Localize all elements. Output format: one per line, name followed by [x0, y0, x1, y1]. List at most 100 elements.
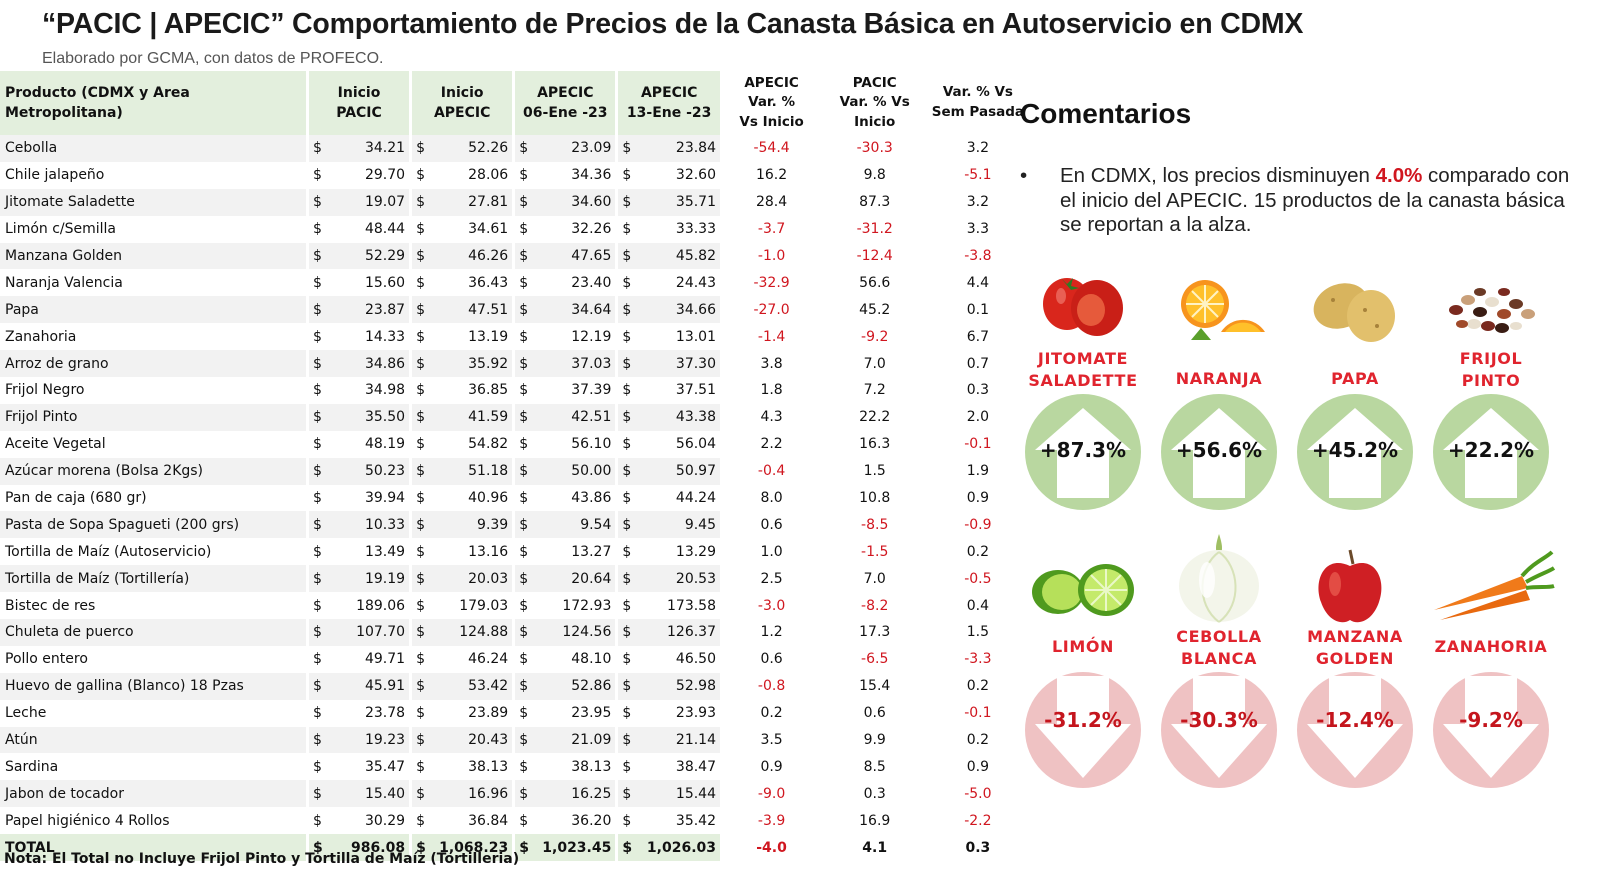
cell-value: 50.97	[675, 463, 716, 480]
percent-change: -9.2%	[1459, 708, 1523, 732]
table-row: Frijol Negro $34.98 $36.85 $37.39 $37.51 1.8 7…	[0, 377, 1030, 404]
currency-symbol: $	[519, 597, 529, 614]
product-card-label: PAPA	[1285, 368, 1425, 390]
currency-symbol: $	[519, 839, 529, 856]
arrow-down-icon	[1307, 676, 1403, 778]
currency-symbol: $	[416, 570, 425, 587]
currency-symbol: $	[622, 355, 632, 372]
cell-var-sem: 3.2	[926, 188, 1030, 216]
currency-symbol: $	[416, 248, 425, 264]
currency-symbol: $	[519, 651, 529, 668]
arrow-up-icon	[1035, 408, 1131, 498]
cell-inicio-apecic: $36.43	[409, 269, 514, 297]
currency-symbol: $	[519, 570, 529, 587]
label-line: NARANJA	[1175, 369, 1263, 388]
cell-value: 49.71	[364, 651, 406, 668]
cell-value: 37.30	[675, 355, 716, 372]
header-apecic-06: APECIC 06-Ene -23	[512, 71, 617, 135]
currency-symbol: $	[416, 194, 425, 211]
cell-var-pacic: 16.9	[823, 807, 927, 835]
cell-var-pacic: 9.9	[823, 726, 927, 754]
cell-value: 36.20	[571, 812, 612, 829]
arrow-up-icon	[1307, 408, 1403, 498]
currency-symbol: $	[622, 732, 632, 749]
cell-value: 39.94	[364, 490, 406, 507]
table-row: Arroz de grano $34.86 $35.92 $37.03 $37.30 3.…	[0, 350, 1030, 378]
cell-var-sem: 0.9	[926, 753, 1030, 781]
table-row: Pan de caja (680 gr) $39.94 $40.96 $43.86 $4…	[0, 484, 1030, 512]
cell-inicio-apecic: $1,068.23	[409, 834, 514, 862]
currency-symbol: $	[312, 839, 323, 856]
currency-symbol: $	[519, 463, 529, 480]
label-line: ZANAHORIA	[1434, 637, 1548, 656]
cell-apecic-13: $173.58	[615, 592, 720, 620]
table-row: Pasta de Sopa Spagueti (200 grs) $10.33 $9…	[0, 511, 1030, 539]
lime-icon	[1028, 548, 1138, 632]
cell-var-apecic: 0.6	[720, 511, 824, 539]
table-row: Manzana Golden $52.29 $46.26 $47.65 $45.82 -1…	[0, 242, 1030, 270]
product-card-label: JITOMATE SALADETTE	[1013, 348, 1153, 392]
cell-product: Bistec de res	[0, 592, 308, 620]
table-row: Chile jalapeño $29.70 $28.06 $34.36 $32.60 16…	[0, 161, 1030, 189]
currency-symbol: $	[416, 732, 425, 749]
cell-value: 16.25	[571, 785, 612, 802]
cell-value: 38.13	[468, 758, 509, 775]
currency-symbol: $	[519, 516, 529, 533]
cell-value: 48.44	[364, 221, 406, 238]
currency-symbol: $	[622, 839, 633, 856]
cell-var-pacic: 4.1	[823, 834, 927, 862]
cell-apecic-06: $12.19	[512, 323, 617, 351]
cell-apecic-13: $24.43	[615, 269, 720, 297]
cell-value: 13.49	[364, 543, 406, 560]
currency-symbol: $	[622, 516, 632, 533]
cell-apecic-13: $56.04	[615, 430, 720, 458]
currency-symbol: $	[519, 785, 529, 802]
cell-var-pacic: 22.2	[823, 403, 927, 431]
table-row: Limón c/Semilla $48.44 $34.61 $32.26 $33.33-…	[0, 215, 1030, 243]
cell-value: 30.29	[364, 812, 406, 829]
cell-inicio-apecic: $36.84	[409, 807, 514, 835]
cell-var-apecic: 3.5	[720, 726, 824, 754]
cell-value: 21.14	[675, 732, 716, 749]
cell-product: Pasta de Sopa Spagueti (200 grs)	[0, 511, 308, 539]
cell-apecic-13: $1,026.03	[615, 834, 720, 862]
cell-apecic-13: $9.45	[615, 511, 720, 539]
cell-value: 42.51	[571, 409, 612, 426]
currency-symbol: $	[622, 274, 632, 291]
cell-value: 54.82	[468, 436, 509, 453]
cell-value: 52.26	[468, 140, 509, 157]
cell-var-pacic: -1.5	[823, 538, 927, 566]
label-line: GOLDEN	[1315, 649, 1395, 669]
currency-symbol: $	[312, 678, 322, 695]
cell-var-apecic: 3.8	[720, 350, 824, 378]
percent-change: -12.4%	[1316, 708, 1394, 732]
currency-symbol: $	[519, 758, 529, 775]
cell-value: 20.53	[675, 570, 716, 587]
label-line: JITOMATE	[1037, 349, 1129, 368]
currency-symbol: $	[519, 624, 529, 641]
cell-apecic-06: $16.25	[512, 780, 617, 808]
currency-symbol: $	[312, 463, 322, 480]
cell-value: 15.40	[364, 785, 406, 802]
currency-symbol: $	[416, 651, 425, 668]
cell-product: Papa	[0, 296, 308, 324]
cell-value: 36.85	[468, 382, 509, 399]
cell-var-sem: 6.7	[926, 323, 1030, 351]
cell-var-apecic: -0.8	[720, 672, 824, 700]
cell-inicio-pacic: $107.70	[305, 619, 411, 646]
cell-value: 50.00	[571, 463, 612, 480]
cell-inicio-pacic: $23.87	[305, 296, 411, 324]
cell-product: Arroz de grano	[0, 350, 308, 378]
percent-change: -31.2%	[1044, 708, 1122, 732]
bullet-dot: •	[1020, 164, 1028, 187]
cell-var-apecic: -1.4	[720, 323, 824, 351]
currency-symbol: $	[416, 705, 425, 722]
currency-symbol: $	[622, 463, 632, 480]
cell-apecic-06: $48.10	[512, 645, 617, 673]
cell-apecic-13: $35.71	[615, 188, 720, 216]
cell-apecic-13: $35.42	[615, 807, 720, 835]
label-line: SALADETTE	[1028, 371, 1138, 391]
cell-product: Chile jalapeño	[0, 161, 308, 189]
cell-var-sem: 2.0	[926, 403, 1030, 431]
currency-symbol: $	[416, 409, 425, 426]
